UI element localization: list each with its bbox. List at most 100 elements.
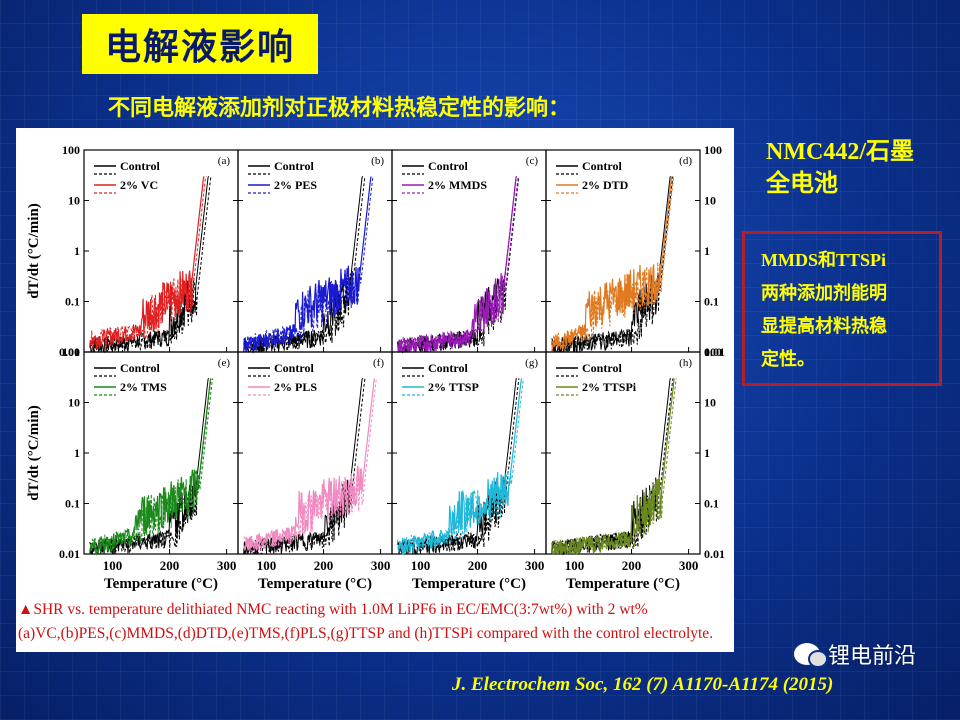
ytick-label-right: 0.1: [704, 497, 719, 511]
panel-b-control-curve-dashed: [243, 176, 366, 354]
ytick-label-right: 0.01: [704, 547, 725, 561]
ytick-label-right: 100: [704, 143, 722, 157]
panel-c-control-curve-dashed: [397, 176, 520, 353]
xtick-label: 200: [160, 558, 180, 573]
conclusion-note: MMDS和TTSPi 两种添加剂能明 显提高材料热稳 定性。: [742, 231, 942, 386]
panel-c-legend-additive: 2% MMDS: [428, 178, 487, 192]
panel-h-legend-additive: 2% TTSPi: [582, 380, 637, 394]
xtick-label: 300: [679, 558, 699, 573]
panel-b-label: (b): [371, 155, 384, 167]
panel-c-additive-curve-dashed: [397, 176, 519, 353]
panel-d-additive-curve: [551, 176, 673, 352]
ylabel-bottom: dT/dt (°C/min): [26, 405, 42, 501]
panel-h-additive-curve-dashed: [551, 378, 677, 555]
ytick-label-right: 0.1: [704, 295, 719, 309]
panel-d-legend-control: Control: [582, 159, 622, 173]
ylabel-top: dT/dt (°C/min): [26, 203, 42, 299]
panel-g-legend-additive: 2% TTSP: [428, 380, 479, 394]
panel-d-control-curve-dashed: [551, 176, 674, 354]
xtick-label: 200: [622, 558, 642, 573]
note-line-1: MMDS和TTSPi: [761, 250, 887, 270]
ytick-label-right: 100: [704, 345, 722, 359]
ytick-label-right: 0.01: [704, 345, 725, 359]
ytick-label: 10: [68, 194, 80, 208]
panel-b-legend-control: Control: [274, 159, 314, 173]
panel-e-legend-additive: 2% TMS: [120, 380, 167, 394]
panel-d-legend-additive: 2% DTD: [582, 178, 629, 192]
xtick-label: 200: [314, 558, 334, 573]
xlabel-2: Temperature (°C): [258, 576, 372, 592]
panel-a-control-curve-dashed: [89, 176, 212, 353]
panel-b-additive-curve-dashed: [243, 176, 374, 352]
panel-c-label: (c): [526, 155, 539, 167]
panel-e-label: (e): [218, 357, 231, 369]
panel-g-legend-control: Control: [428, 361, 468, 375]
panel-h-control-curve-dashed: [551, 378, 674, 555]
ytick-label-right: 1: [704, 446, 710, 460]
panel-a-legend-additive: 2% VC: [120, 178, 158, 192]
panel-b-legend-additive: 2% PES: [274, 178, 317, 192]
cell-label-line-2: 全电池: [766, 171, 838, 197]
xtick-label: 300: [217, 558, 237, 573]
ytick-label: 0.01: [59, 547, 80, 561]
panel-g-label: (g): [525, 357, 538, 369]
panel-a-legend-control: Control: [120, 159, 160, 173]
panel-e-control-curve-dashed: [89, 378, 212, 555]
note-line-3: 显提高材料热稳: [761, 316, 887, 336]
xtick-label: 300: [371, 558, 391, 573]
panel-e-legend-control: Control: [120, 361, 160, 375]
ytick-label-right: 1: [704, 244, 710, 258]
panel-d-label: (d): [679, 155, 692, 167]
panel-f-legend-control: Control: [274, 361, 314, 375]
panel-f-legend-additive: 2% PLS: [274, 380, 317, 394]
xtick-label: 300: [525, 558, 545, 573]
xlabel-4: Temperature (°C): [566, 576, 680, 592]
panel-d-control-curve: [551, 176, 672, 354]
panel-c-legend-control: Control: [428, 159, 468, 173]
panel-c-additive-curve: [397, 175, 518, 353]
caption-line-2: (a)VC,(b)PES,(c)MMDS,(d)DTD,(e)TMS,(f)PL…: [18, 625, 714, 642]
shr-chart: 0.01 0.1 1 10 100 (a) Control 2% VC (b) Control 2%…: [26, 143, 725, 592]
note-line-2: 两种添加剂能明: [761, 283, 887, 303]
panel-f-additive-curve-dashed: [243, 378, 377, 552]
slide-title: 电解液影响: [82, 14, 318, 74]
panel-h-legend-control: Control: [582, 361, 622, 375]
xtick-label: 100: [103, 558, 123, 573]
ytick-label: 100: [62, 143, 80, 157]
figure-caption: ▲SHR vs. temperature delithiated NMC rea…: [16, 598, 734, 652]
panel-g-additive-curve-dashed: [397, 378, 525, 553]
panel-h-control-curve: [551, 378, 672, 556]
cell-label-line-1: NMC442/石墨: [766, 139, 914, 165]
ytick-label: 0.01: [59, 345, 80, 359]
ytick-label: 10: [68, 396, 80, 410]
panel-c-control-curve: [397, 176, 518, 354]
figure-panel: 0.01 0.1 1 10 100 (a) Control 2% VC (b) Control 2%…: [16, 128, 734, 598]
watermark: 锂电前沿: [794, 638, 916, 670]
ytick-label: 1: [74, 244, 80, 258]
panel-f-label: (f): [373, 357, 384, 369]
panel-h-additive-curve: [551, 378, 675, 556]
panel-d-additive-curve-dashed: [551, 176, 675, 353]
ytick-label: 0.1: [65, 295, 80, 309]
panel-h-label: (h): [679, 357, 692, 369]
xlabel-3: Temperature (°C): [412, 576, 526, 592]
ytick-label-right: 10: [704, 194, 716, 208]
xtick-label: 100: [257, 558, 277, 573]
xtick-label: 100: [411, 558, 431, 573]
panel-a-additive-curve: [89, 176, 205, 350]
journal-citation: J. Electrochem Soc, 162 (7) A1170-A1174 …: [452, 674, 834, 695]
wechat-icon: [794, 643, 828, 668]
xlabel-1: Temperature (°C): [104, 576, 218, 592]
ytick-label: 1: [74, 446, 80, 460]
panel-g-additive-curve: [397, 378, 523, 555]
panel-e-additive-curve-dashed: [89, 378, 214, 553]
ytick-label: 100: [62, 345, 80, 359]
note-line-4: 定性。: [761, 349, 815, 369]
xtick-label: 100: [565, 558, 585, 573]
panel-a-label: (a): [218, 155, 231, 167]
xtick-label: 200: [468, 558, 488, 573]
ytick-label-right: 10: [704, 396, 716, 410]
cell-label: NMC442/石墨 全电池: [766, 136, 914, 200]
ytick-label: 0.1: [65, 497, 80, 511]
panel-a-additive-curve-dashed: [89, 176, 207, 349]
